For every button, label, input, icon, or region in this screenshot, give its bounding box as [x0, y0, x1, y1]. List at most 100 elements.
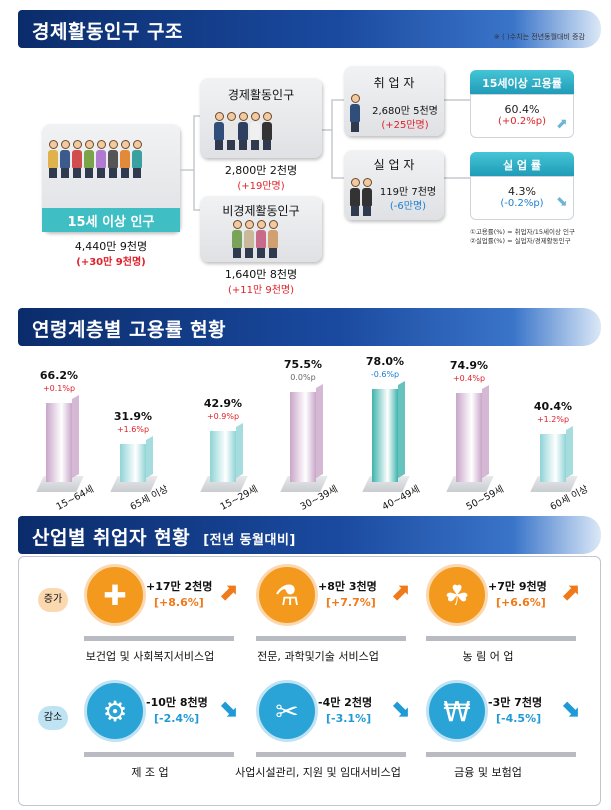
section2-banner: 연령계층별 고용률 현황 [18, 308, 601, 346]
industry-pct: [-2.4%] [154, 712, 200, 725]
section3-subtitle: [전년 동월대비] [203, 533, 296, 548]
bar [456, 393, 482, 482]
bar [120, 444, 146, 482]
section3-title-wrap: 산업별 취업자 현황 [전년 동월대비] [32, 523, 296, 550]
bar [46, 403, 72, 482]
bar-side [316, 384, 323, 478]
bar [540, 434, 566, 482]
family-illustration [232, 220, 278, 258]
up-arrow-icon: ⬈ [218, 578, 239, 606]
industry-amount: -3만 7천명 [488, 696, 543, 709]
industry-name: 전문, 과학및기술 서비스업 [257, 650, 379, 663]
pop15-card [42, 124, 180, 232]
bar-value-label: 42.9% [203, 397, 243, 411]
industry-pct: [-4.5%] [496, 712, 542, 725]
bar-change-label: -0.6%p [370, 370, 400, 380]
industry-name: 금융 및 보험업 [454, 766, 522, 779]
section3-banner: 산업별 취업자 현황 [전년 동월대비] [18, 516, 601, 554]
bar-value-label: 75.5% [283, 358, 323, 372]
bar-value-label: 40.4% [533, 400, 573, 414]
bar-change-label: 0.0%p [290, 373, 316, 383]
bar [290, 392, 316, 482]
down-arrow-icon: ⬊ [218, 694, 239, 722]
structure-connectors [180, 99, 470, 211]
bar-side [482, 385, 489, 478]
emp-rate-up-arrow-icon: ⬈ [556, 116, 568, 132]
emp-rate-change: (+0.2%p) [498, 116, 546, 127]
industry-decrease-circle: ⚙ [84, 680, 146, 742]
industry-increase-circle: ⚗ [256, 564, 318, 626]
industry-name: 보건업 및 사회복지서비스업 [85, 650, 215, 663]
bar-side [236, 423, 243, 478]
employed-value: 2,680만 5천명 [372, 106, 438, 117]
down-arrow-icon: ⬊ [560, 694, 581, 722]
office-illustration [214, 112, 272, 150]
emp-rate-value: 60.4% [504, 103, 540, 116]
industry-decrease-circle: ✂ [256, 680, 318, 742]
bar-change-label: +0.1%p [42, 384, 76, 394]
unemployed-change: (-6만명) [389, 201, 427, 212]
industry-pct: [-3.1%] [326, 712, 372, 725]
pop15-label: 15세 이상 인구 [42, 208, 180, 232]
bar-change-label: +1.6%p [116, 425, 150, 435]
jobseeker-illustration [350, 178, 372, 216]
pop15-change: (+30만 9천명) [76, 257, 146, 268]
employed-card [344, 66, 444, 136]
bar-side [398, 381, 405, 478]
industry-amount: +17만 2천명 [146, 580, 213, 593]
formula-2: ②실업률(%) = 실업자/경제활동인구 [470, 237, 571, 245]
industry-increase-circle: ✚ [84, 564, 146, 626]
unemp-rate-head: 실 업 률 [470, 152, 574, 176]
inactive-card [200, 196, 322, 262]
money-bills-icon: ₩ [443, 694, 471, 728]
pop15-value: 4,440만 9천명 [74, 240, 148, 253]
unemp-rate-body: 4.3% (-0.2%p) [470, 176, 574, 220]
formula-1: ①고용률(%) = 취업자/15세이상 인구 [470, 228, 575, 236]
emp-rate-head: 15세이상 고용률 [470, 70, 574, 94]
bar-change-label: +1.2%p [536, 415, 570, 425]
unemployed-value: 119만 7천명 [379, 187, 437, 198]
test-tubes-icon: ⚗ [274, 578, 300, 612]
industry-amount: -10만 8천명 [146, 696, 208, 709]
bar-change-label: +0.9%p [206, 412, 240, 422]
bar-value-label: 31.9% [113, 410, 153, 424]
employed-change: (+25만명) [381, 120, 429, 131]
unemployed-card [344, 150, 444, 220]
industry-underline [256, 752, 406, 757]
industry-increase-circle: ☘ [426, 564, 488, 626]
industry-pct: [+8.6%] [154, 596, 204, 609]
industry-underline [256, 636, 406, 641]
bar-side [146, 436, 153, 478]
unemp-rate-down-arrow-icon: ⬊ [556, 194, 568, 210]
industry-decrease-circle: ₩ [426, 680, 488, 742]
industry-underline [84, 636, 234, 641]
bar-side [72, 395, 79, 478]
industry-underline [426, 752, 576, 757]
bar-change-label: +0.4%p [452, 374, 486, 384]
employed-label: 취 업 자 [373, 76, 415, 90]
decrease-tag: 감소 [38, 706, 68, 730]
age-employment-chart: 66.2% +0.1%p 15~64세 31.9% +1.6%p 65세 이상 42.9% +… [0, 348, 611, 513]
industry-name: 농 림 어 업 [462, 650, 514, 663]
active-label: 경제활동인구 [227, 88, 295, 102]
industry-underline [426, 636, 576, 641]
bar-side [566, 425, 573, 478]
industry-name: 제 조 업 [131, 766, 169, 779]
section3-title: 산업별 취업자 현황 [32, 527, 191, 549]
bar [210, 431, 236, 482]
bar [372, 389, 398, 482]
industry-pct: [+6.6%] [496, 596, 546, 609]
active-change: (+19만명) [237, 181, 285, 192]
industry-amount: +7만 9천명 [488, 580, 547, 593]
bar-value-label: 66.2% [39, 369, 79, 383]
emp-rate-body: 60.4% (+0.2%p) [470, 94, 574, 138]
bar-value-label: 74.9% [449, 359, 489, 373]
worker-illustration [350, 94, 360, 132]
industry-amount: +8만 3천명 [318, 580, 377, 593]
tools-people-icon: ✂ [275, 694, 299, 728]
crowd-illustration [48, 140, 142, 178]
unemp-rate-value: 4.3% [508, 185, 536, 198]
section2-title: 연령계층별 고용률 현황 [32, 319, 227, 341]
industry-name: 사업시설관리, 지원 및 임대서비스업 [235, 766, 401, 779]
up-arrow-icon: ⬈ [390, 578, 411, 606]
